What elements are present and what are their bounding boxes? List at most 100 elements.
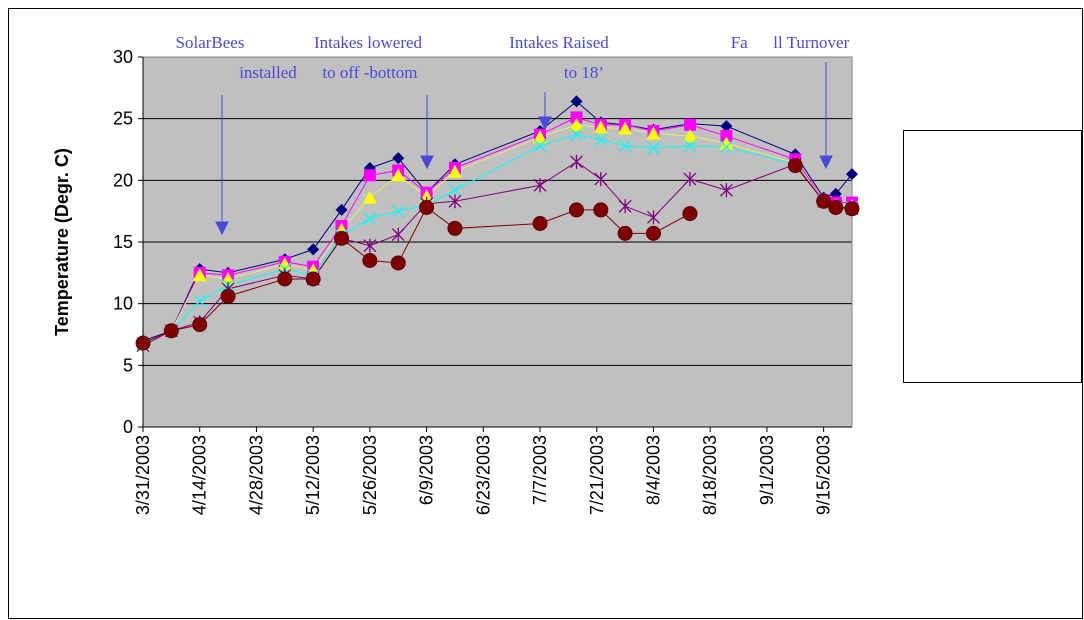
y-tick-label: 15 [113, 232, 133, 252]
point [448, 194, 462, 209]
arrow-head [215, 221, 229, 236]
point [617, 225, 633, 241]
point [532, 216, 548, 231]
x-tick-label: 3/31/2003 [133, 435, 153, 515]
point [787, 158, 803, 174]
point [533, 139, 547, 153]
point [682, 206, 698, 222]
point [307, 243, 320, 256]
point [682, 128, 697, 142]
x-tick-label: 9/15/2003 [814, 435, 834, 515]
annotation: Fa ll Turnover [731, 33, 850, 52]
annotation: installed [239, 63, 297, 82]
annotation: Intakes Raised [509, 33, 609, 52]
point [163, 323, 179, 339]
y-tick-label: 0 [123, 417, 133, 437]
point [362, 253, 378, 268]
point [683, 139, 697, 153]
point [193, 294, 207, 308]
point [593, 202, 609, 218]
point [618, 199, 632, 214]
annotation: SolarBees [176, 33, 245, 52]
point [719, 136, 734, 150]
x-tick-label: 8/4/2003 [643, 435, 663, 505]
point [569, 117, 584, 131]
point [844, 201, 860, 217]
point [594, 133, 608, 147]
point [363, 212, 377, 226]
point [720, 129, 733, 142]
point [335, 203, 348, 216]
x-tick-label: 4/14/2003 [190, 435, 210, 515]
point [305, 271, 321, 287]
x-tick-label: 4/28/2003 [246, 435, 266, 515]
x-tick-label: 9/1/2003 [757, 435, 777, 505]
point [220, 288, 236, 304]
y-tick-label: 10 [113, 294, 133, 314]
point [683, 172, 697, 187]
point [618, 121, 633, 135]
point [363, 169, 376, 182]
y-tick-label: 30 [113, 47, 133, 67]
arrow-head [819, 155, 833, 170]
point [719, 183, 733, 198]
point [362, 190, 377, 204]
point [447, 220, 463, 236]
x-tick-label: 6/9/2003 [417, 435, 437, 505]
y-tick-label: 20 [113, 170, 133, 190]
point [533, 130, 548, 144]
point [448, 183, 462, 197]
x-tick-label: 6/23/2003 [473, 435, 493, 515]
series-line [142, 100, 853, 342]
point [570, 128, 583, 142]
point [419, 189, 434, 203]
point [390, 255, 406, 271]
point [334, 230, 350, 246]
point [646, 126, 661, 140]
series-line [142, 116, 852, 344]
y-tick-label: 5 [123, 355, 133, 375]
point [719, 140, 733, 154]
point [392, 152, 405, 165]
point [618, 139, 632, 153]
arrow-head [420, 155, 434, 170]
series-line [142, 161, 853, 347]
point [363, 238, 377, 253]
x-tick-label: 7/7/2003 [530, 435, 550, 505]
y-tick-label: 25 [113, 109, 133, 129]
point [645, 225, 661, 241]
point [192, 268, 207, 282]
annotation: Intakes lowered [314, 33, 423, 52]
point [593, 120, 608, 134]
point [683, 118, 696, 131]
point [816, 193, 832, 209]
point [570, 154, 583, 169]
annotation: to 18’ [564, 63, 604, 82]
series-line [142, 124, 853, 345]
point [570, 95, 583, 108]
point [594, 172, 608, 187]
point [647, 210, 660, 225]
point [828, 199, 844, 215]
point [419, 199, 435, 215]
x-tick-label: 5/12/2003 [303, 435, 323, 515]
y-axis-title: Temperature (Degr. C) [52, 148, 72, 336]
legend-box [903, 130, 1082, 383]
point [135, 335, 151, 351]
point [533, 178, 547, 193]
point [391, 204, 405, 218]
series-line [142, 134, 853, 344]
point [846, 168, 858, 181]
point [391, 168, 406, 182]
arrow-head [538, 116, 552, 131]
point [192, 317, 208, 333]
x-tick-label: 5/26/2003 [360, 435, 380, 515]
point [447, 164, 462, 178]
point [720, 120, 733, 133]
x-tick-label: 7/21/2003 [587, 435, 607, 515]
point [277, 271, 293, 287]
annotation-arrows [215, 62, 833, 236]
point [570, 111, 583, 124]
point [391, 227, 405, 242]
